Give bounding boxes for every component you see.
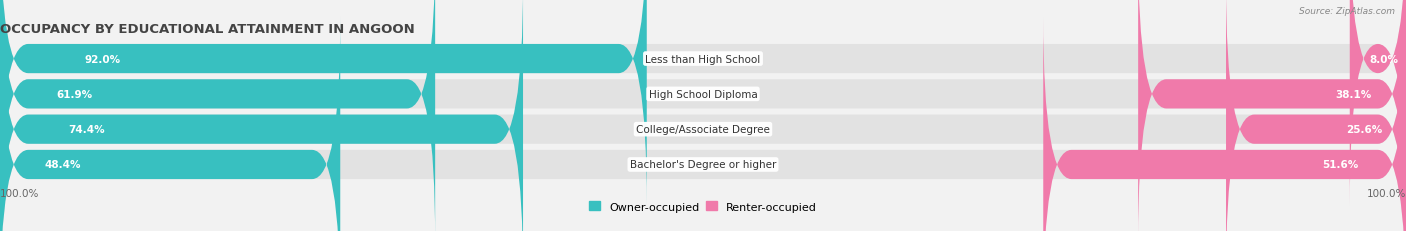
Text: Less than High School: Less than High School: [645, 54, 761, 64]
FancyBboxPatch shape: [0, 18, 1406, 231]
Text: College/Associate Degree: College/Associate Degree: [636, 125, 770, 135]
Text: 61.9%: 61.9%: [56, 89, 93, 99]
Text: 38.1%: 38.1%: [1334, 89, 1371, 99]
FancyBboxPatch shape: [0, 18, 340, 231]
Text: Source: ZipAtlas.com: Source: ZipAtlas.com: [1299, 7, 1395, 16]
FancyBboxPatch shape: [1043, 18, 1406, 231]
Text: 8.0%: 8.0%: [1369, 54, 1399, 64]
Text: 25.6%: 25.6%: [1347, 125, 1382, 135]
Text: 100.0%: 100.0%: [0, 188, 39, 198]
Text: 92.0%: 92.0%: [84, 54, 120, 64]
FancyBboxPatch shape: [1139, 0, 1406, 231]
FancyBboxPatch shape: [1226, 0, 1406, 231]
Text: 74.4%: 74.4%: [67, 125, 104, 135]
FancyBboxPatch shape: [0, 0, 1406, 206]
Text: High School Diploma: High School Diploma: [648, 89, 758, 99]
Text: 100.0%: 100.0%: [1367, 188, 1406, 198]
Text: 48.4%: 48.4%: [44, 160, 80, 170]
Legend: Owner-occupied, Renter-occupied: Owner-occupied, Renter-occupied: [589, 201, 817, 212]
Text: Bachelor's Degree or higher: Bachelor's Degree or higher: [630, 160, 776, 170]
FancyBboxPatch shape: [0, 0, 436, 231]
FancyBboxPatch shape: [1350, 0, 1406, 206]
FancyBboxPatch shape: [0, 0, 523, 231]
Text: 51.6%: 51.6%: [1323, 160, 1358, 170]
FancyBboxPatch shape: [0, 0, 647, 206]
Text: OCCUPANCY BY EDUCATIONAL ATTAINMENT IN ANGOON: OCCUPANCY BY EDUCATIONAL ATTAINMENT IN A…: [0, 23, 415, 36]
